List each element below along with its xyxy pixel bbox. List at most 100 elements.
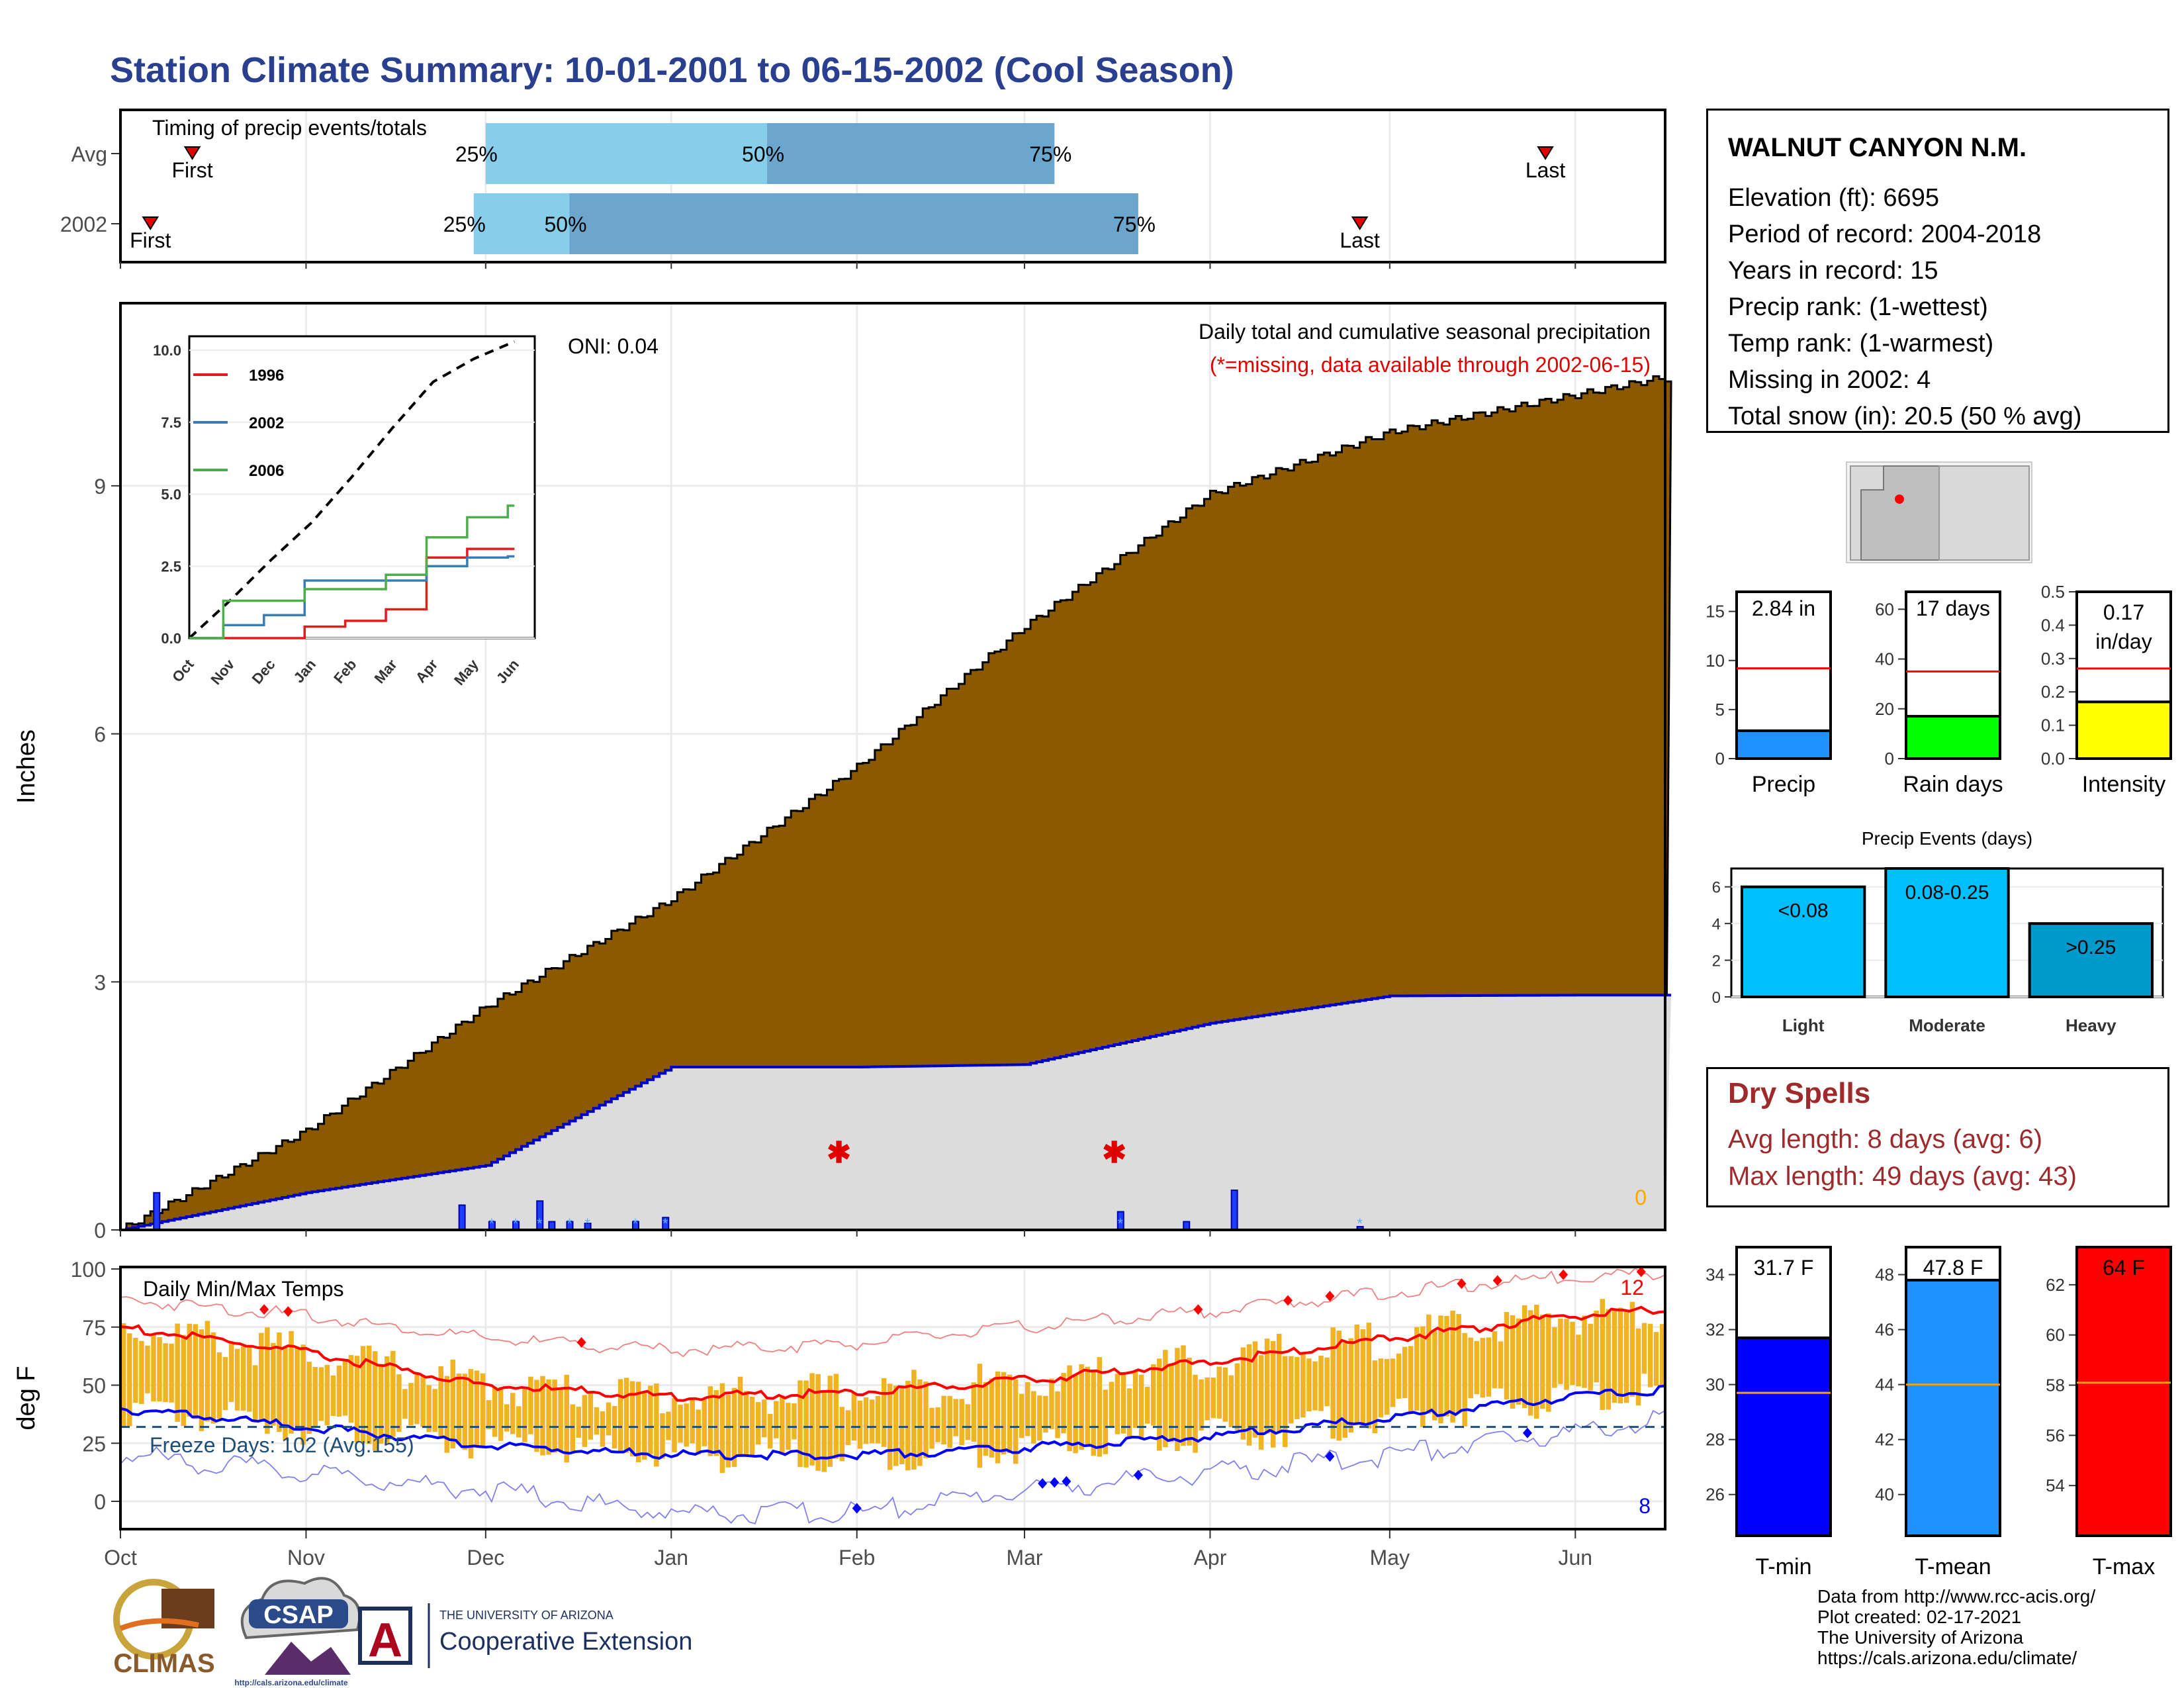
intensity-category-label: Intensity (2082, 772, 2166, 797)
daily-temp-bar (959, 1399, 965, 1446)
record-low-marker (1050, 1477, 1060, 1488)
precip-total-ytick-label: 0 (1715, 749, 1725, 769)
credit-university: The University of Arizona (1817, 1627, 2024, 1648)
daily-temp-bar (594, 1407, 600, 1435)
climas-logo-text: CLIMAS (113, 1649, 214, 1678)
daily-temp-bar (713, 1389, 719, 1456)
daily-temp-bar (486, 1400, 492, 1430)
daily-temp-bar (283, 1346, 288, 1440)
temp-ytick-label: 50 (82, 1374, 106, 1398)
precip-ylabel: Inches (13, 729, 40, 804)
t-max-ytick-label: 62 (2046, 1275, 2065, 1295)
daily-temp-bar (306, 1362, 312, 1434)
daily-temp-bar (1384, 1358, 1390, 1415)
t-max-ytick-label: 60 (2046, 1325, 2065, 1345)
daily-temp-bar (1606, 1309, 1612, 1410)
snow-marker: * (584, 1215, 590, 1232)
daily-temp-bar (1456, 1313, 1461, 1413)
daily-temp-bar (1546, 1313, 1551, 1412)
daily-temp-bar (210, 1332, 216, 1424)
daily-temp-bar (983, 1382, 989, 1456)
daily-temp-bar (234, 1348, 240, 1411)
daily-temp-bar (1306, 1358, 1312, 1412)
daily-temp-bar (1342, 1342, 1347, 1438)
daily-temp-bar (1049, 1378, 1054, 1429)
daily-temp-bar (193, 1324, 199, 1419)
daily-temp-bar (534, 1380, 539, 1452)
daily-temp-bar (1073, 1374, 1078, 1454)
first-event-marker (183, 146, 201, 160)
daily-temp-bar (881, 1378, 887, 1447)
daily-temp-bar (947, 1395, 952, 1448)
timing-pct-25: 25% (443, 212, 486, 236)
daily-temp-bar (707, 1386, 713, 1456)
daily-temp-bar (324, 1364, 330, 1426)
daily-temp-bar (450, 1359, 456, 1449)
daily-temp-bar (1205, 1377, 1210, 1421)
record-high-marker (1325, 1290, 1335, 1301)
precip-total-category-label: Precip (1752, 772, 1815, 797)
timing-panel: Timing of precip events/totals 25% 50% 75% F… (60, 109, 1666, 269)
year-cumulative-line (120, 994, 1672, 1231)
map-state-east (1938, 465, 2030, 561)
daily-temp-bar (1366, 1323, 1372, 1429)
last-event-marker (1351, 216, 1369, 230)
rain-days-ytick-label: 40 (1875, 649, 1894, 669)
csap-logo-text: CSAP (263, 1601, 334, 1629)
last-event-marker (1537, 146, 1554, 160)
daily-temp-bar (1426, 1314, 1432, 1414)
precip-ytick-label: 3 (94, 970, 106, 994)
daily-temp-bar (1570, 1321, 1575, 1385)
first-event-label: First (130, 228, 171, 252)
events-ytick-label: 2 (1712, 953, 1721, 970)
precip-rank-line: Precip rank: (1-wettest) (1728, 293, 1988, 321)
precip-title: Daily total and cumulative seasonal prec… (1199, 320, 1651, 344)
t-min-ytick-label: 28 (1706, 1430, 1725, 1450)
daily-temp-bar (1486, 1337, 1492, 1397)
daily-temp-bar (396, 1374, 402, 1432)
daily-temp-bar (277, 1332, 282, 1432)
temp-title: Daily Min/Max Temps (143, 1277, 343, 1301)
snow-marker: * (1357, 1215, 1363, 1232)
daily-temp-bar (1163, 1350, 1168, 1448)
daily-temp-bar (678, 1404, 683, 1443)
daily-temp-bar (821, 1392, 827, 1472)
precip-zero-count: 0 (1635, 1186, 1647, 1209)
t-min-value-bar (1735, 1336, 1832, 1537)
daily-temp-bar (330, 1375, 336, 1416)
year-cumulative-area (120, 995, 1672, 1230)
daily-temp-bar (522, 1387, 527, 1442)
daily-temp-bar (1210, 1378, 1216, 1419)
daily-temp-bar (259, 1333, 264, 1421)
daily-temp-bar (588, 1391, 594, 1440)
daily-temp-bar (169, 1343, 174, 1403)
daily-temp-bar (139, 1340, 144, 1404)
record-min-line (120, 1409, 1666, 1524)
daily-temp-bar (1037, 1395, 1042, 1441)
daily-temp-bar (1420, 1326, 1426, 1427)
temp-xtick-label: Jan (654, 1546, 688, 1570)
daily-temp-bar (498, 1387, 504, 1441)
snow-marker: * (567, 1215, 572, 1232)
daily-temp-bar (318, 1367, 324, 1421)
temp-xtick-label: May (1370, 1546, 1410, 1570)
daily-temp-bar (300, 1344, 306, 1445)
t-max-ytick-label: 54 (2046, 1476, 2065, 1495)
daily-temp-bar (857, 1400, 863, 1449)
daily-temp-bar (1396, 1353, 1402, 1399)
daily-temp-bar (372, 1351, 378, 1451)
daily-temp-bar (336, 1365, 342, 1417)
daily-temp-bar (510, 1393, 516, 1434)
temperature-bar-charts: 26 28 30 32 34 31.7 F T-min 40 42 44 46 48 47.8 F T-m… (1706, 1246, 2172, 1579)
inset-frame (188, 335, 536, 639)
daily-temp-bar (1635, 1328, 1641, 1406)
daily-temp-bar (1126, 1388, 1132, 1438)
daily-temp-bar (863, 1397, 869, 1444)
t-mean-category-label: T-mean (1915, 1554, 1991, 1579)
t-max-category-label: T-max (2093, 1554, 2155, 1579)
intensity-value-label: 0.17 (2103, 600, 2144, 624)
daily-temp-bar (420, 1375, 426, 1427)
daily-temp-bar (629, 1381, 635, 1457)
